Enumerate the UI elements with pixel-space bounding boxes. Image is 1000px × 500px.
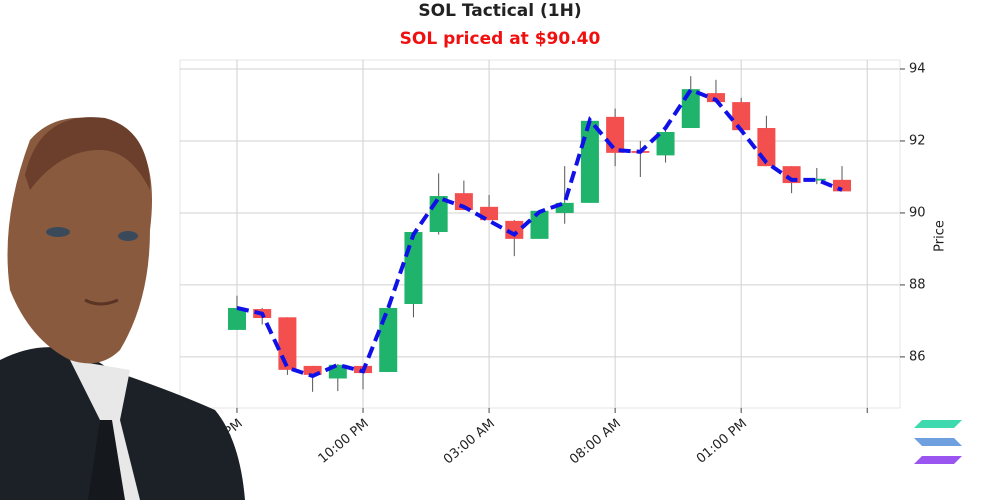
y-tick-label: 90 xyxy=(909,205,926,220)
candle-body xyxy=(656,131,675,156)
x-tick-label: 03:00 AM xyxy=(441,416,498,467)
candle-body xyxy=(227,307,246,330)
candle-body xyxy=(404,232,423,304)
y-tick-label: 86 xyxy=(909,349,926,364)
candle-body xyxy=(530,210,549,239)
candle-body xyxy=(807,178,826,181)
candle-body xyxy=(681,89,700,129)
candle-body xyxy=(833,179,852,192)
x-tick-label: 01:00 PM xyxy=(694,416,750,466)
y-tick-label: 94 xyxy=(909,61,926,76)
portrait xyxy=(0,117,245,500)
solana-logo xyxy=(914,420,962,464)
x-tick-label: 08:00 AM xyxy=(567,416,624,467)
y-tick-label: 88 xyxy=(909,277,926,292)
candle-body xyxy=(732,102,751,131)
candle-body xyxy=(379,307,398,373)
y-axis-label: Price xyxy=(933,220,948,252)
candle-body xyxy=(606,116,625,153)
x-tick-label: 10:00 PM xyxy=(316,416,372,466)
candle-body xyxy=(555,202,574,213)
chart-title: SOL Tactical (1H) xyxy=(418,1,581,21)
candle-body xyxy=(706,93,725,103)
candle-body xyxy=(580,120,599,203)
candle-body xyxy=(278,317,297,370)
y-tick-label: 92 xyxy=(909,133,926,148)
candle-body xyxy=(303,365,322,375)
chart-subtitle: SOL priced at $90.40 xyxy=(400,29,601,49)
trend-line xyxy=(236,87,843,379)
